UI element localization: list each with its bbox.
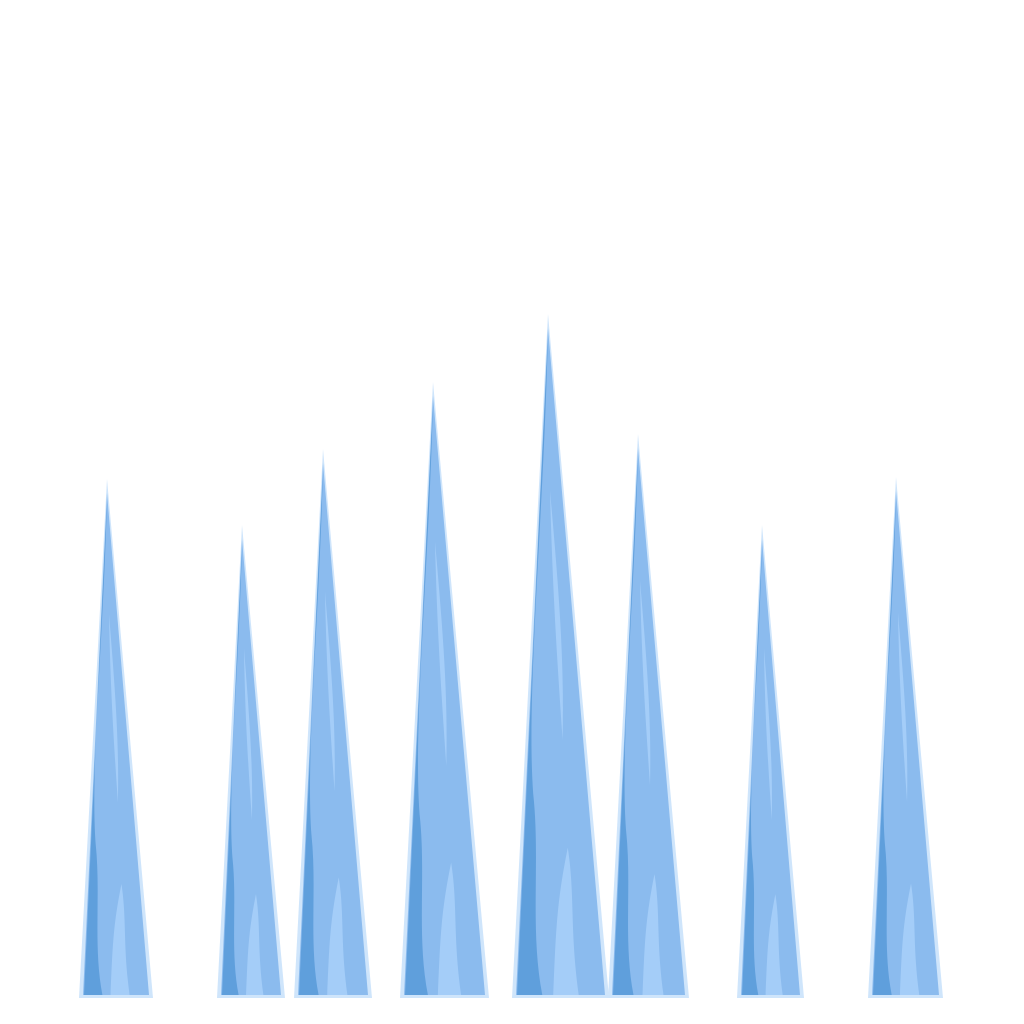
icicle-spike <box>79 479 153 998</box>
icicle-spike <box>400 382 489 998</box>
icicle-spike <box>868 477 943 998</box>
icicle-spike <box>737 525 804 998</box>
icicle-spike <box>294 449 372 998</box>
icicle-spike <box>217 525 285 998</box>
icicle-spike <box>608 434 689 998</box>
icicle-spike <box>512 314 609 998</box>
